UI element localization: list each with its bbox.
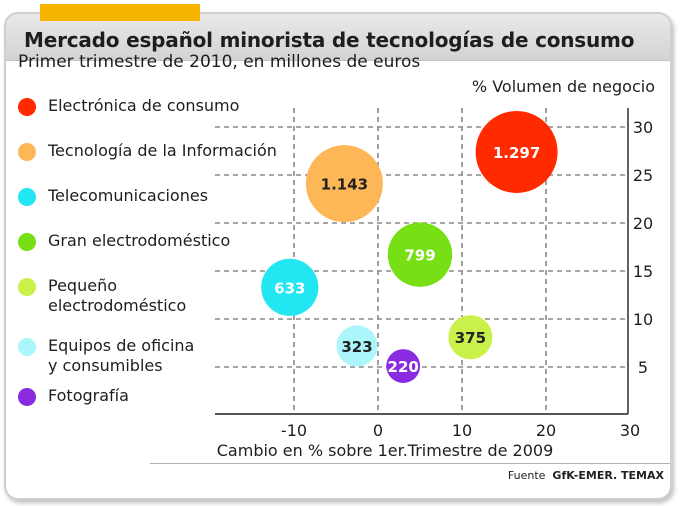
legend-swatch <box>18 98 36 116</box>
legend-swatch <box>18 278 36 296</box>
legend-label: Equipos de oficina y consumibles <box>48 336 195 375</box>
x-tick-label: 0 <box>373 421 383 440</box>
bubble <box>386 349 421 383</box>
legend-label: Electrónica de consumo <box>48 96 240 115</box>
y-tick-label: 20 <box>633 214 653 233</box>
y-tick-label: 30 <box>633 118 653 137</box>
legend-item: Gran electrodoméstico <box>18 225 308 265</box>
x-tick-label: 30 <box>620 421 640 440</box>
bubble-label: 323 <box>341 338 372 356</box>
chart-title: Mercado español minorista de tecnologías… <box>24 28 635 52</box>
bubble-label: 799 <box>404 247 435 265</box>
legend-item: Pequeño electrodoméstico <box>18 270 308 315</box>
y-tick-label: 10 <box>633 310 653 329</box>
bubble-label: 220 <box>388 358 419 376</box>
legend-swatch <box>18 143 36 161</box>
legend-label: Gran electrodoméstico <box>48 231 231 250</box>
legend-item: Equipos de oficina y consumibles <box>18 330 308 375</box>
bubble <box>475 110 558 193</box>
bubble-label: 375 <box>455 329 486 347</box>
legend-swatch <box>18 338 36 356</box>
legend-swatch <box>18 388 36 406</box>
y-tick-label: 15 <box>633 262 653 281</box>
source-name: GfK-EMER. TEMAX <box>552 469 664 482</box>
bubble <box>305 145 383 223</box>
legend-swatch <box>18 188 36 206</box>
legend-swatch <box>18 233 36 251</box>
legend-label: Telecomunicaciones <box>48 186 209 205</box>
bubble <box>448 315 493 360</box>
bubble <box>261 258 319 316</box>
x-tick-label: 20 <box>536 421 556 440</box>
bubble <box>387 222 453 287</box>
x-axis-label: Cambio en % sobre 1er.Trimestre de 2009 <box>217 441 554 460</box>
legend-item: Telecomunicaciones <box>18 180 308 220</box>
x-tick-label: 10 <box>452 421 472 440</box>
legend-label: Pequeño electrodoméstico <box>48 276 187 315</box>
bubble-label: 633 <box>274 279 305 297</box>
chart-frame: Mercado español minorista de tecnologías… <box>4 12 672 500</box>
legend-label: Fotografía <box>48 386 129 405</box>
y-axis-label: % Volumen de negocio <box>472 77 655 96</box>
source-note: Fuente GfK-EMER. TEMAX <box>508 469 664 482</box>
legend-item: Electrónica de consumo <box>18 90 308 130</box>
legend-label: Tecnología de la Información <box>48 141 277 160</box>
chart-subtitle: Primer trimestre de 2010, en millones de… <box>18 52 421 72</box>
accent-bar <box>40 4 200 21</box>
y-tick-label: 25 <box>633 166 653 185</box>
legend-item: Tecnología de la Información <box>18 135 308 175</box>
source-prefix: Fuente <box>507 469 546 482</box>
title-bar: Mercado español minorista de tecnologías… <box>6 14 670 61</box>
y-tick-label: 5 <box>638 358 648 377</box>
footer-divider <box>150 463 670 464</box>
bubble <box>336 325 378 367</box>
bubble-label: 1.297 <box>493 144 540 162</box>
legend-item: Fotografía <box>18 380 308 420</box>
x-tick-label: -10 <box>281 421 307 440</box>
bubble-label: 1.143 <box>321 176 368 194</box>
